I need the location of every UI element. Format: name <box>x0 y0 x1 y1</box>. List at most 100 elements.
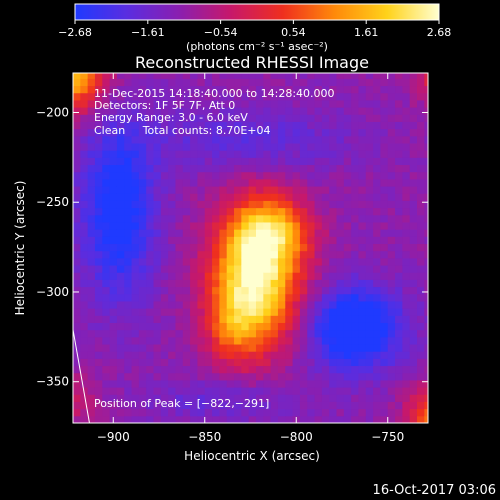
heatmap-cell <box>87 157 96 166</box>
heatmap-cell <box>212 178 220 187</box>
heatmap-cell <box>204 329 213 338</box>
heatmap-cell <box>124 322 133 331</box>
heatmap-cell <box>255 279 264 288</box>
heatmap-cell <box>219 408 228 417</box>
heatmap-cell <box>197 250 206 259</box>
heatmap-cell <box>255 257 264 266</box>
heatmap-cell <box>329 336 338 345</box>
heatmap-cell <box>417 236 425 245</box>
heatmap-cell <box>175 415 184 423</box>
heatmap-cell <box>336 265 345 273</box>
heatmap-cell <box>153 408 162 417</box>
heatmap-cell <box>153 322 162 331</box>
heatmap-cell <box>351 379 359 388</box>
heatmap-cell <box>190 300 198 309</box>
heatmap-cell <box>102 135 111 144</box>
heatmap-cell <box>124 128 133 137</box>
heatmap-cell <box>73 243 81 252</box>
heatmap-cell <box>204 387 213 395</box>
heatmap-cell <box>424 408 428 417</box>
heatmap-cell <box>417 150 425 158</box>
heatmap-cell <box>116 207 125 216</box>
heatmap-cell <box>417 415 425 423</box>
heatmap-cell <box>358 135 367 144</box>
heatmap-cell <box>234 243 242 252</box>
heatmap-cell <box>380 358 389 367</box>
heatmap-cell <box>73 178 81 187</box>
heatmap-cell <box>307 157 316 166</box>
heatmap-cell <box>409 293 418 302</box>
heatmap-cell <box>168 171 176 180</box>
heatmap-cell <box>153 279 162 288</box>
heatmap-cell <box>343 107 352 115</box>
heatmap-cell <box>343 336 352 345</box>
heatmap-cell <box>358 85 367 94</box>
heatmap-cell <box>321 257 330 266</box>
heatmap-cell <box>234 121 242 130</box>
heatmap-cell <box>263 387 272 395</box>
heatmap-cell <box>87 344 96 352</box>
heatmap-cell <box>190 92 198 101</box>
heatmap-cell <box>190 214 198 223</box>
heatmap-cell <box>351 365 359 374</box>
heatmap-cell <box>373 408 381 417</box>
colorbar: −2.68 −1.61 −0.54 0.54 1.61 2.68 (photons cm⁻… <box>58 3 451 53</box>
heatmap-cell <box>226 171 235 180</box>
heatmap-cell <box>116 78 125 87</box>
heatmap-cell <box>168 135 176 144</box>
heatmap-cell <box>409 344 418 352</box>
heatmap-cell <box>116 344 125 352</box>
heatmap-cell <box>292 85 301 94</box>
heatmap-cell <box>146 121 155 130</box>
heatmap-cell <box>402 236 411 245</box>
heatmap-cell <box>321 214 330 223</box>
heatmap-cell <box>124 150 133 158</box>
heatmap-cell <box>168 243 176 252</box>
heatmap-cell <box>116 171 125 180</box>
heatmap-cell <box>351 315 359 323</box>
heatmap-cell <box>277 387 286 395</box>
heatmap-cell <box>248 243 257 252</box>
heatmap-cell <box>131 372 140 381</box>
heatmap-cell <box>175 107 184 115</box>
heatmap-cell <box>109 114 118 122</box>
heatmap-cell <box>80 236 89 245</box>
heatmap-cell <box>116 107 125 115</box>
heatmap-cell <box>109 214 118 223</box>
heatmap-cell <box>241 178 250 187</box>
heatmap-cell <box>277 394 286 402</box>
heatmap-cell <box>80 358 89 367</box>
heatmap-cell <box>395 193 403 201</box>
heatmap-cell <box>351 186 359 194</box>
heatmap-cell <box>226 372 235 381</box>
heatmap-cell <box>124 114 133 122</box>
heatmap-cell <box>387 351 396 359</box>
heatmap-cell <box>234 329 242 338</box>
heatmap-cell <box>226 315 235 323</box>
heatmap-cell <box>336 229 345 237</box>
heatmap-cell <box>395 78 403 87</box>
heatmap-cell <box>241 387 250 395</box>
heatmap-cell <box>402 114 411 122</box>
heatmap-cell <box>395 85 403 94</box>
heatmap-cell <box>285 300 294 309</box>
heatmap-cell <box>109 92 118 101</box>
heatmap-cell <box>175 272 184 280</box>
heatmap-cell <box>424 415 428 423</box>
heatmap-cell <box>285 135 294 144</box>
heatmap-cell <box>124 193 133 201</box>
heatmap-cell <box>116 293 125 302</box>
heatmap-cell <box>292 344 301 352</box>
heatmap-cell <box>234 236 242 245</box>
heatmap-cell <box>182 322 191 331</box>
heatmap-cell <box>190 150 198 158</box>
heatmap-cell <box>138 99 147 108</box>
heatmap-cell <box>160 107 169 115</box>
heatmap-cell <box>197 121 206 130</box>
heatmap-cell <box>395 293 403 302</box>
heatmap-cell <box>212 221 220 230</box>
heatmap-cell <box>153 394 162 402</box>
heatmap-cell <box>387 250 396 259</box>
heatmap-cell <box>197 114 206 122</box>
heatmap-cell <box>248 293 257 302</box>
